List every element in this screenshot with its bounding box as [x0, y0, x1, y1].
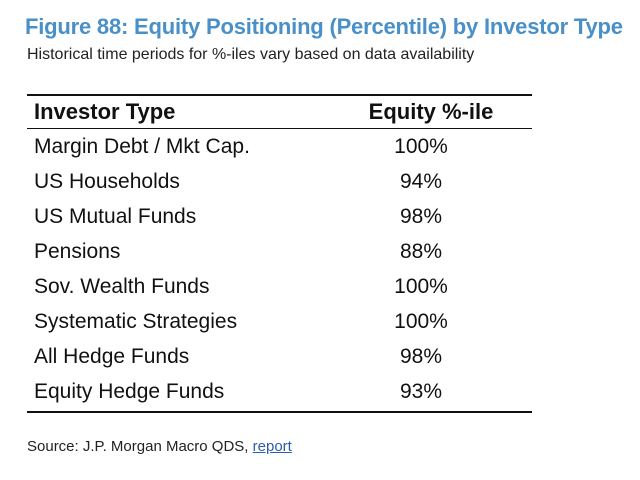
table-row: US Households 94%	[27, 164, 532, 199]
investor-type-cell: Sov. Wealth Funds	[34, 274, 210, 298]
table-row: Pensions 88%	[27, 234, 532, 269]
positioning-table: Investor Type Equity %-ile Margin Debt /…	[27, 94, 532, 413]
equity-percentile-cell: 100%	[394, 134, 448, 158]
table-row: US Mutual Funds 98%	[27, 199, 532, 234]
table-row: All Hedge Funds 98%	[27, 339, 532, 374]
header-equity-percentile: Equity %-ile	[368, 99, 494, 124]
investor-type-cell: Equity Hedge Funds	[34, 379, 225, 403]
investor-type-cell: US Mutual Funds	[34, 204, 197, 228]
equity-percentile-cell: 88%	[399, 239, 443, 263]
figure-title: Figure 88: Equity Positioning (Percentil…	[25, 14, 623, 39]
source-text: Source: J.P. Morgan Macro QDS,	[27, 438, 253, 455]
figure-subtitle: Historical time periods for %-iles vary …	[27, 46, 475, 63]
investor-type-cell: All Hedge Funds	[34, 344, 190, 368]
equity-percentile-cell: 94%	[399, 169, 443, 193]
table-row: Systematic Strategies 100%	[27, 304, 532, 339]
equity-percentile-cell: 98%	[399, 344, 443, 368]
source-note: Source: J.P. Morgan Macro QDS, report	[27, 438, 292, 455]
report-link[interactable]: report	[252, 438, 292, 455]
investor-type-cell: US Households	[34, 169, 180, 193]
equity-percentile-cell: 100%	[394, 274, 448, 298]
equity-percentile-cell: 98%	[399, 204, 443, 228]
equity-percentile-cell: 93%	[399, 379, 443, 403]
table-row: Sov. Wealth Funds 100%	[27, 269, 532, 304]
table-header-row: Investor Type Equity %-ile	[27, 96, 532, 129]
investor-type-cell: Pensions	[34, 239, 121, 263]
equity-percentile-cell: 100%	[394, 309, 448, 333]
investor-type-cell: Margin Debt / Mkt Cap.	[34, 134, 250, 158]
table-row: Equity Hedge Funds 93%	[27, 374, 532, 409]
table-body: Margin Debt / Mkt Cap. 100% US Household…	[27, 129, 532, 411]
header-investor-type: Investor Type	[34, 99, 176, 124]
table-row: Margin Debt / Mkt Cap. 100%	[27, 129, 532, 164]
investor-type-cell: Systematic Strategies	[34, 309, 238, 333]
